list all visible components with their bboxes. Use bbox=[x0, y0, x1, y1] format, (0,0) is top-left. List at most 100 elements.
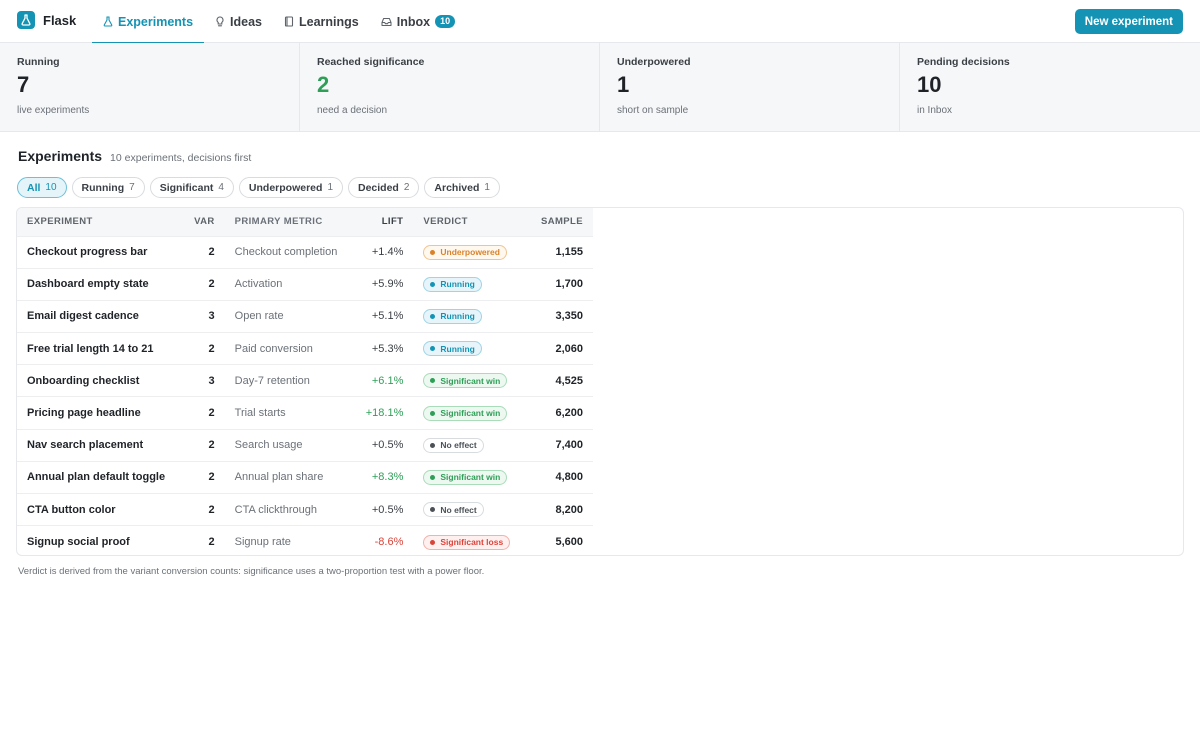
experiment-name[interactable]: Pricing page headline bbox=[17, 396, 185, 430]
status-dot-icon bbox=[430, 410, 436, 416]
col-primary-metric[interactable]: Primary metric bbox=[234, 216, 323, 228]
filter-label: Running bbox=[81, 181, 125, 194]
brand[interactable]: Flask bbox=[17, 11, 76, 29]
lift-value: +18.1% bbox=[355, 396, 414, 430]
table-row[interactable]: Onboarding checklist 3 Day-7 retention +6.1… bbox=[17, 364, 593, 397]
col-lift[interactable]: Lift bbox=[381, 216, 404, 228]
status-dot-icon bbox=[430, 474, 436, 480]
sample-size: 3,350 bbox=[525, 299, 593, 333]
experiment-name[interactable]: Email digest cadence bbox=[17, 299, 185, 333]
variant-count: 3 bbox=[184, 299, 225, 333]
variant-count: 2 bbox=[184, 525, 225, 555]
table-row[interactable]: Dashboard empty state 2 Activation +5.9% Run… bbox=[17, 267, 593, 301]
experiments-table-card: Experiment Var Primary metric Lift Verdi… bbox=[16, 207, 1184, 556]
nav-learnings[interactable]: Learnings bbox=[273, 0, 370, 43]
primary-metric: Paid conversion bbox=[224, 332, 356, 365]
table-row[interactable]: Checkout progress bar 2 Checkout completio… bbox=[17, 235, 593, 269]
lightbulb-icon bbox=[215, 16, 225, 27]
sample-size: 4,525 bbox=[525, 364, 593, 397]
experiment-name[interactable]: Signup social proof bbox=[17, 525, 185, 555]
experiment-name[interactable]: Nav search placement bbox=[17, 428, 185, 462]
filter-decided[interactable]: Decided 2 bbox=[348, 177, 420, 198]
col-verdict[interactable]: Verdict bbox=[423, 216, 468, 228]
status-dot-icon bbox=[430, 442, 436, 448]
primary-metric: CTA clickthrough bbox=[224, 492, 356, 526]
experiment-name[interactable]: Free trial length 14 to 21 bbox=[17, 332, 185, 365]
stat-reached-significance[interactable]: Reached significance 2 need a decision bbox=[300, 43, 600, 132]
experiment-name[interactable]: CTA button color bbox=[17, 492, 185, 526]
verdict-label: Running bbox=[440, 311, 475, 322]
lift-value: +1.4% bbox=[355, 235, 414, 269]
status-dot-icon bbox=[430, 507, 436, 513]
col-var[interactable]: Var bbox=[194, 216, 215, 228]
filter-significant[interactable]: Significant 4 bbox=[149, 177, 234, 198]
stat-value: 7 bbox=[17, 72, 30, 97]
col-sample[interactable]: Sample bbox=[541, 216, 583, 228]
verdict-label: No effect bbox=[440, 504, 477, 515]
section-header: Experiments 10 experiments, decisions fi… bbox=[18, 148, 251, 164]
stat-sub: short on sample bbox=[617, 105, 689, 116]
filter-label: All bbox=[27, 181, 41, 194]
verdict-cell: Running bbox=[413, 332, 526, 365]
stat-pending-decisions[interactable]: Pending decisions 10 in Inbox bbox=[900, 43, 1200, 132]
filter-all[interactable]: All 10 bbox=[17, 177, 67, 198]
table-row[interactable]: Annual plan default toggle 2 Annual plan s… bbox=[17, 460, 593, 494]
sample-size: 8,200 bbox=[525, 492, 593, 526]
filter-running[interactable]: Running 7 bbox=[71, 177, 145, 198]
lift-value: +5.3% bbox=[355, 332, 414, 365]
inbox-count-badge: 10 bbox=[435, 15, 456, 28]
lift-value: +6.1% bbox=[355, 364, 414, 397]
nav-experiments-label: Experiments bbox=[118, 14, 194, 29]
section-subtitle: 10 experiments, decisions first bbox=[110, 152, 252, 164]
verdict-badge: No effect bbox=[423, 502, 484, 518]
nav-experiments[interactable]: Experiments bbox=[92, 0, 205, 44]
table-row[interactable]: Free trial length 14 to 21 2 Paid conversi… bbox=[17, 332, 593, 365]
verdict-cell: Running bbox=[413, 299, 526, 333]
status-dot-icon bbox=[430, 313, 436, 319]
variant-count: 2 bbox=[184, 396, 225, 430]
table-row[interactable]: Pricing page headline 2 Trial starts +18.1%… bbox=[17, 396, 593, 430]
verdict-label: Significant win bbox=[440, 375, 501, 386]
table-row[interactable]: CTA button color 2 CTA clickthrough +0.5% No… bbox=[17, 492, 593, 526]
verdict-cell: Significant win bbox=[413, 460, 526, 494]
sample-size: 6,200 bbox=[525, 396, 593, 430]
experiment-name[interactable]: Checkout progress bar bbox=[17, 235, 185, 269]
experiment-name[interactable]: Onboarding checklist bbox=[17, 364, 185, 397]
verdict-label: No effect bbox=[440, 440, 477, 451]
filter-underpowered[interactable]: Underpowered 1 bbox=[238, 177, 343, 198]
verdict-cell: Significant loss bbox=[413, 525, 526, 555]
stat-value: 1 bbox=[617, 72, 630, 97]
verdict-label: Running bbox=[440, 279, 475, 290]
nav-inbox[interactable]: Inbox 10 bbox=[370, 0, 466, 43]
col-experiment[interactable]: Experiment bbox=[27, 216, 93, 228]
sample-size: 1,700 bbox=[525, 267, 593, 301]
verdict-badge: Running bbox=[423, 308, 482, 324]
flask-logo-icon bbox=[17, 11, 35, 29]
stat-running[interactable]: Running 7 live experiments bbox=[0, 43, 300, 132]
filter-archived[interactable]: Archived 1 bbox=[424, 177, 500, 198]
filter-count: 10 bbox=[45, 182, 57, 193]
verdict-badge: Significant win bbox=[423, 469, 508, 485]
verdict-footnote: Verdict is derived from the variant conv… bbox=[18, 566, 485, 577]
lift-value: +0.5% bbox=[355, 428, 414, 462]
inbox-icon bbox=[381, 17, 392, 27]
experiment-name[interactable]: Annual plan default toggle bbox=[17, 460, 185, 494]
table-row[interactable]: Signup social proof 2 Signup rate -8.6% Sign… bbox=[17, 525, 593, 555]
verdict-label: Significant win bbox=[440, 408, 501, 419]
stat-label: Pending decisions bbox=[917, 56, 1010, 68]
stat-underpowered[interactable]: Underpowered 1 short on sample bbox=[600, 43, 900, 132]
filter-count: 1 bbox=[327, 182, 333, 193]
status-dot-icon bbox=[430, 281, 436, 287]
new-experiment-button[interactable]: New experiment bbox=[1074, 9, 1183, 34]
nav-ideas[interactable]: Ideas bbox=[204, 0, 273, 43]
primary-metric: Annual plan share bbox=[224, 460, 356, 494]
verdict-label: Underpowered bbox=[440, 247, 500, 258]
flask-icon bbox=[103, 16, 113, 27]
stat-label: Running bbox=[17, 56, 60, 68]
primary-metric: Day-7 retention bbox=[224, 364, 356, 397]
table-row[interactable]: Nav search placement 2 Search usage +0.5% No… bbox=[17, 428, 593, 462]
table-row[interactable]: Email digest cadence 3 Open rate +5.1% Runni… bbox=[17, 299, 593, 333]
stat-sub: in Inbox bbox=[917, 105, 953, 116]
experiment-name[interactable]: Dashboard empty state bbox=[17, 267, 185, 301]
sample-size: 7,400 bbox=[525, 428, 593, 462]
